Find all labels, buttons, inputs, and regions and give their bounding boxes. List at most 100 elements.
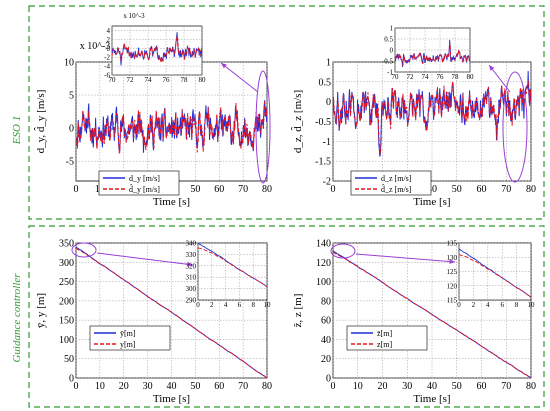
dz-inset-ytick-label: 1 <box>390 25 394 33</box>
z-inset-xtick-label: 2 <box>472 301 476 309</box>
y-xtick-label: 0 <box>74 381 79 392</box>
dz-xtick-label: 70 <box>501 184 511 195</box>
z-inset-xtick-label: 0 <box>457 301 461 309</box>
dz-xtick-label: 80 <box>526 184 536 195</box>
dz-inset-ytick-label: -1 <box>387 69 393 77</box>
dz-legend <box>350 170 432 196</box>
y-inset-plot-area <box>197 242 268 301</box>
z-inset-xtick-label: 8 <box>515 301 519 309</box>
dy-xtick-label: 0 <box>74 184 79 195</box>
dz-zoom-arrow <box>488 64 511 93</box>
dz-xlabel: Time [s] <box>413 196 450 208</box>
z-xtick-label: 70 <box>501 381 511 392</box>
dz-ytick-label: 0 <box>326 97 331 108</box>
dy-inset-ytick-label: -6 <box>104 72 110 80</box>
z-zoom-ellipse <box>330 243 356 259</box>
dy-zoom-ellipse <box>255 70 271 184</box>
guidance-panel-label: Guidance controller <box>11 273 23 363</box>
z-ytick-label: 100 <box>316 277 331 288</box>
dy-inset-xtick-label: 78 <box>181 76 189 84</box>
dz-inset-ytick-label: -0.5 <box>382 58 394 66</box>
dy-inset-xtick-label: 72 <box>127 76 135 84</box>
dy-inset-ytick-label: 2 <box>107 36 111 44</box>
y-inset-ytick-label: 330 <box>186 251 197 259</box>
eso-panel-label: ESO 1 <box>11 116 23 145</box>
z-ytick-label: 20 <box>321 354 331 365</box>
y-inset-ytick-label: 320 <box>186 262 197 270</box>
z-xtick-label: 60 <box>477 381 487 392</box>
z-ytick-label: 140 <box>316 239 331 250</box>
dy-inset-ytick-label: -4 <box>104 63 110 71</box>
z-inset-ytick-label: 120 <box>447 282 458 290</box>
dz-xtick-label: 40 <box>427 184 437 195</box>
dz-legend-label: d_z [m/s] <box>381 174 412 183</box>
z-inset-estimate-series <box>459 254 531 298</box>
y-xtick-label: 20 <box>119 381 129 392</box>
y-estimate-series <box>76 247 267 378</box>
dz-inset-xtick-label: 80 <box>467 73 475 81</box>
dz-ytick-label: -1 <box>323 137 331 148</box>
dz-inset: 70 72 74 76 78 80 -1 -0.5 0 0.5 1 <box>382 25 474 82</box>
y-zoom-arrowhead <box>187 261 193 267</box>
y-xtick-label: 80 <box>262 381 272 392</box>
y-ytick-label: 150 <box>59 316 74 327</box>
dz-ylabel: d_z, d̂_z [m/s] <box>290 90 304 153</box>
dz-inset-ytick-label: 0 <box>390 47 394 55</box>
z-ylabel: z̄, z [m] <box>292 294 304 328</box>
dz-ytick-label: -1.5 <box>315 157 331 168</box>
y-legend <box>89 325 171 351</box>
y-inset-estimate-series <box>198 247 267 288</box>
eso-panel-frame <box>28 5 545 220</box>
y-legend-label: ȳ[m] <box>120 329 136 338</box>
z-legend-label: z̄[m] <box>377 329 393 338</box>
z-inset-xtick-label: 4 <box>486 301 490 309</box>
dy-estimate-series <box>76 101 267 154</box>
y-inset-xtick-label: 6 <box>238 301 242 309</box>
dz-inset-xtick-label: 76 <box>437 73 445 81</box>
dy-legend-label: d_y [m/s] <box>129 174 160 183</box>
z-inset-xtick-label: 10 <box>528 301 536 309</box>
dz-inset-ytick-label: 0.5 <box>384 36 393 44</box>
z-inset-ytick-label: 115 <box>447 297 458 305</box>
y-inset-xtick-label: 4 <box>224 301 228 309</box>
dz-inset-xtick-label: 74 <box>422 73 430 81</box>
z-xtick-label: 30 <box>402 381 412 392</box>
y-ytick-label: 300 <box>59 258 74 269</box>
dy-ytick-label: 10 <box>64 58 74 69</box>
guidance-panel-frame <box>28 225 545 408</box>
z-inset-ytick-label: 135 <box>447 240 458 248</box>
y-ytick-label: 200 <box>59 296 74 307</box>
dy-ytick-label: 5 <box>69 91 74 102</box>
dy-xlabel: Time [s] <box>153 196 190 208</box>
y-inset-xtick-label: 0 <box>196 301 200 309</box>
y-xtick-label: 40 <box>167 381 177 392</box>
z-position-chart: 0 10 20 30 40 50 60 70 80020406080100120140Time … <box>292 239 536 406</box>
dy-legend <box>98 170 180 196</box>
z-xtick-label: 80 <box>526 381 536 392</box>
dy-inset-ytick-label: 4 <box>107 27 111 35</box>
dz-actual-series <box>333 70 531 157</box>
dz-ytick-label: -0.5 <box>315 117 331 128</box>
dz-ytick-label: 1 <box>326 58 331 69</box>
dz-inset-xtick-label: 78 <box>452 73 460 81</box>
z-xlabel: Time [s] <box>413 393 450 405</box>
z-inset-actual-series <box>459 248 531 298</box>
y-zoom-arrow <box>96 252 194 266</box>
y-legend-label: y[m] <box>120 340 136 349</box>
dz-ytick-label: 0.5 <box>319 77 332 88</box>
y-xtick-label: 70 <box>238 381 248 392</box>
y-inset-xtick-label: 2 <box>210 301 214 309</box>
y-inset-ytick-label: 290 <box>186 297 197 305</box>
z-xtick-label: 20 <box>378 381 388 392</box>
z-xtick-label: 10 <box>353 381 363 392</box>
y-inset-ytick-label: 310 <box>186 274 197 282</box>
y-inset-ytick-label: 300 <box>186 285 197 293</box>
z-zoom-arrow <box>355 253 456 263</box>
dy-xtick-label: 70 <box>238 184 248 195</box>
dz-zoom-ellipse <box>502 71 528 183</box>
dy-legend-label: d̂_y [m/s] <box>129 183 160 194</box>
dy-scale-note: x 10^-3 <box>80 41 111 52</box>
y-xlabel: Time [s] <box>153 393 190 405</box>
